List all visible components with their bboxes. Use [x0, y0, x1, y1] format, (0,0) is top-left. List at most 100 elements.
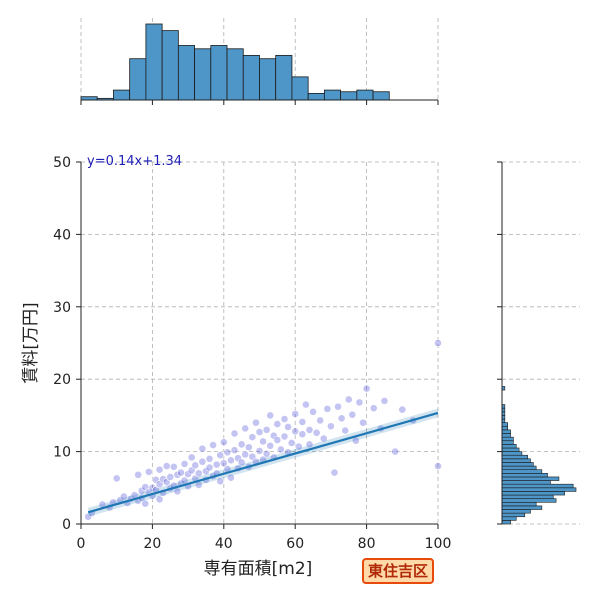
scatter-point — [194, 469, 203, 478]
y-hist-bar — [501, 505, 543, 510]
x-tick-label: 100 — [425, 536, 452, 552]
scatter-point — [166, 473, 175, 481]
ticks-layer: 0 20 40 60 80 100 0 10 20 30 40 50 — [53, 100, 502, 552]
x-hist-bar — [113, 89, 131, 101]
y-hist-bar — [501, 516, 517, 521]
scatter-point — [177, 468, 185, 477]
y-hist-bar — [501, 458, 531, 463]
scatter-point — [284, 423, 292, 431]
x-hist-bar — [129, 58, 147, 101]
x-hist-bar — [372, 91, 390, 101]
scatter-point — [302, 400, 310, 409]
scatter-point — [380, 397, 389, 405]
y-hist-bar — [501, 509, 531, 514]
x-hist-bar — [356, 89, 374, 101]
scatter-point — [255, 446, 264, 455]
scatter-point — [266, 411, 275, 420]
x-hist-bar — [259, 58, 277, 101]
scatter-point — [291, 427, 300, 436]
y-hist-bar — [501, 447, 520, 452]
scatter-point — [216, 451, 225, 460]
regression-layer — [87, 408, 439, 517]
axes-layer — [80, 99, 503, 525]
scatter-point — [266, 441, 275, 450]
y-tick-label: 50 — [53, 155, 71, 171]
y-hist-bar — [501, 425, 508, 431]
scatter-point — [134, 470, 143, 479]
y-hist-bar — [501, 436, 514, 442]
scatter-point — [198, 457, 207, 466]
scatter-point — [255, 428, 264, 436]
y-hist-bar — [501, 487, 577, 492]
scatter-point — [227, 473, 235, 482]
scatter-point — [162, 462, 171, 470]
x-hist-bar — [291, 76, 309, 101]
y-hist-bar — [501, 483, 574, 489]
scatter-point — [344, 395, 353, 404]
scatter-point — [273, 420, 282, 428]
scatter-point — [273, 436, 282, 444]
scatter-point — [291, 410, 300, 418]
y-hist-bar — [501, 465, 537, 470]
y-tick-label: 20 — [53, 372, 71, 388]
x-hist-bar — [340, 91, 358, 101]
ward-badge: 東住吉区 — [362, 558, 435, 584]
x-tick-label: 0 — [77, 536, 86, 552]
scatter-point — [330, 468, 339, 477]
scatter-point — [237, 458, 246, 467]
scatter-point — [198, 444, 207, 453]
scatter-point — [262, 449, 271, 458]
scatter-point — [334, 402, 342, 411]
scatter-point — [277, 445, 285, 454]
scatter-point — [319, 434, 328, 443]
y-tick-label: 40 — [53, 227, 71, 243]
y-axis-label: 賃料[万円] — [21, 302, 41, 383]
regression-equation: y=0.14x+1.34 — [87, 154, 182, 169]
scatter-point — [287, 439, 296, 447]
scatter-point — [212, 460, 221, 469]
scatter-point — [248, 433, 257, 442]
y-hist-bar — [501, 433, 511, 438]
scatter-point — [155, 495, 164, 504]
y-hist-bar — [501, 454, 528, 460]
scatter-point — [169, 462, 178, 471]
scatter-point — [223, 448, 232, 457]
scatter-point — [348, 410, 357, 419]
x-hist-bar — [194, 48, 212, 101]
scatter-point — [219, 459, 228, 468]
scatter-point — [252, 418, 260, 427]
scatter-point — [355, 398, 364, 407]
scatter-point — [180, 460, 189, 468]
y-hist-bar — [501, 469, 543, 474]
scatter-point — [119, 492, 128, 501]
y-hist-bar — [501, 444, 517, 449]
scatter-point — [227, 456, 235, 465]
y-hist-bar — [501, 476, 560, 481]
right-histogram — [501, 386, 577, 525]
y-hist-bar — [501, 520, 511, 525]
scatter-point — [434, 339, 442, 347]
scatter-point — [337, 414, 346, 423]
x-hist-bar — [226, 48, 244, 101]
y-hist-bar — [501, 491, 565, 496]
x-axis-label: 専有面積[m2] — [204, 559, 313, 579]
scatter-point — [216, 477, 225, 486]
scatter-point — [434, 462, 442, 470]
y-hist-bar — [501, 473, 548, 478]
y-hist-bar — [501, 512, 526, 518]
scatter-point — [230, 429, 239, 438]
x-hist-bar — [145, 23, 163, 101]
scatter-point — [155, 465, 164, 474]
y-tick-label: 0 — [62, 517, 71, 533]
x-tick-label: 60 — [286, 536, 304, 552]
scatter-point — [362, 384, 371, 393]
regression-line — [87, 411, 439, 514]
y-hist-bar — [501, 494, 554, 499]
x-hist-bar — [275, 54, 293, 101]
scatter-point — [298, 418, 307, 426]
scatter-point — [309, 407, 317, 416]
scatter-point — [398, 405, 407, 414]
y-hist-bar — [501, 462, 534, 467]
scatter-point — [391, 447, 400, 456]
scatter-point — [205, 454, 214, 463]
